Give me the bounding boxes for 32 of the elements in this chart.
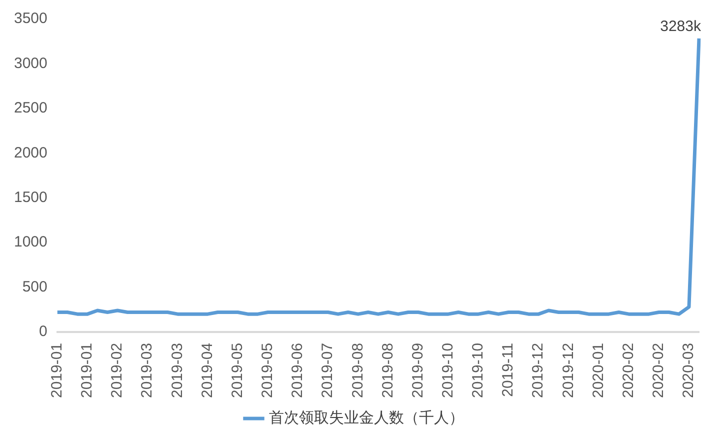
x-tick-label: 2019-05 <box>259 342 276 398</box>
x-tick-label: 2020-02 <box>650 342 668 398</box>
y-tick-label: 0 <box>39 323 48 340</box>
x-tick-label: 2020-02 <box>620 342 637 398</box>
x-tick-label: 2019-10 <box>440 342 457 398</box>
x-tick-label: 2019-12 <box>530 342 547 398</box>
x-tick-label: 2019-06 <box>289 342 306 398</box>
x-tick-label: 2019-08 <box>379 342 396 398</box>
x-tick-label: 2019-08 <box>349 342 366 398</box>
x-tick-label: 2019-12 <box>560 342 577 398</box>
y-tick-label: 2000 <box>14 144 48 162</box>
y-tick-label: 1000 <box>14 234 48 251</box>
x-tick-label: 2019-04 <box>198 342 216 398</box>
y-tick-label: 3000 <box>14 54 48 72</box>
y-tick-label: 3500 <box>14 10 48 28</box>
x-tick-label: 2019-11 <box>500 342 517 397</box>
x-tick-label: 2019-03 <box>138 342 156 398</box>
y-tick-label: 500 <box>22 278 48 296</box>
x-tick-label: 2020-03 <box>680 342 698 398</box>
y-tick-label: 1500 <box>14 188 48 206</box>
annotation: 3283k <box>660 18 702 36</box>
x-tick-label: 2019-01 <box>78 342 96 398</box>
y-tick-label: 2500 <box>14 100 48 117</box>
x-tick-label: 2019-10 <box>470 342 487 398</box>
x-tick-label: 2019-09 <box>409 342 426 398</box>
legend-label: 首次领取失业金人数（千人） <box>268 410 464 427</box>
x-tick-label: 2019-07 <box>319 342 336 398</box>
x-tick-label: 2019-02 <box>108 342 126 398</box>
x-tick-label: 2020-01 <box>590 342 607 398</box>
x-tick-label: 2019-05 <box>228 342 246 398</box>
x-tick-label: 2019-03 <box>168 342 186 398</box>
x-tick-label: 2019-01 <box>48 342 66 398</box>
